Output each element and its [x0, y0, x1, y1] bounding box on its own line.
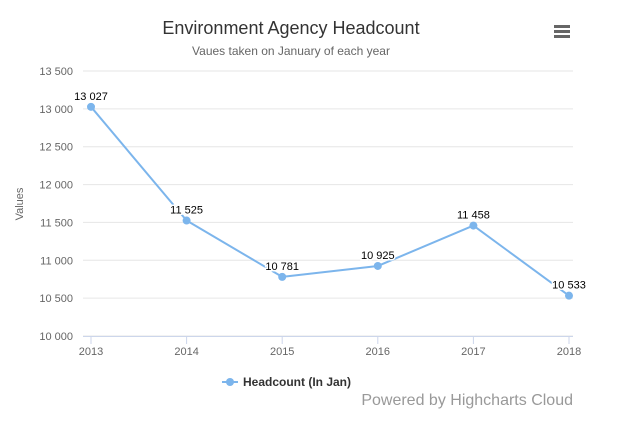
y-tick-label: 13 500	[39, 66, 73, 78]
y-tick-label: 11 000	[40, 255, 73, 267]
data-point[interactable]	[373, 261, 382, 270]
data-label: 11 525	[170, 205, 203, 217]
data-label: 11 458	[457, 210, 490, 222]
hamburger-menu-icon[interactable]	[548, 18, 576, 44]
legend[interactable]: Headcount (In Jan)	[222, 375, 351, 389]
y-tick-label: 12 500	[39, 142, 73, 154]
grid-lines	[83, 70, 573, 337]
credits-link[interactable]: Powered by Highcharts Cloud	[361, 392, 573, 409]
y-axis-title: Values	[14, 187, 26, 220]
x-tick-label: 2014	[174, 346, 198, 358]
data-label: 10 533	[552, 280, 586, 292]
data-point[interactable]	[87, 102, 95, 111]
data-point[interactable]	[469, 221, 478, 230]
x-tick-label: 2018	[557, 346, 581, 358]
data-label: 10 781	[265, 261, 299, 273]
data-point[interactable]	[565, 291, 573, 300]
data-point[interactable]	[182, 216, 191, 225]
x-tick-label: 2017	[461, 346, 485, 358]
series-group	[87, 102, 573, 300]
legend-item-label[interactable]: Headcount (In Jan)	[243, 375, 351, 389]
axes: 10 000 10 500 11 000 11 500 12 000 12 500 13 0…	[39, 66, 581, 358]
data-label: 10 925	[361, 250, 395, 262]
x-tick-label: 2013	[79, 346, 103, 358]
y-tick-label: 10 500	[39, 293, 73, 305]
data-label: 13 027	[74, 91, 108, 103]
data-labels: 13 027 11 525 10 781 10 925 11 458 10 533	[73, 89, 588, 293]
x-tick-label: 2016	[366, 346, 390, 358]
data-point[interactable]	[278, 272, 287, 281]
y-tick-label: 12 000	[39, 180, 73, 192]
legend-marker-icon	[226, 378, 234, 386]
x-tick-label: 2015	[270, 346, 294, 358]
series-line	[90, 105, 570, 297]
y-tick-label: 11 500	[40, 217, 73, 229]
chart-subtitle: Vaues taken on January of each year	[192, 44, 390, 58]
chart-title: Environment Agency Headcount	[162, 18, 419, 38]
y-tick-label: 10 000	[39, 331, 73, 343]
y-tick-label: 13 000	[39, 104, 73, 116]
